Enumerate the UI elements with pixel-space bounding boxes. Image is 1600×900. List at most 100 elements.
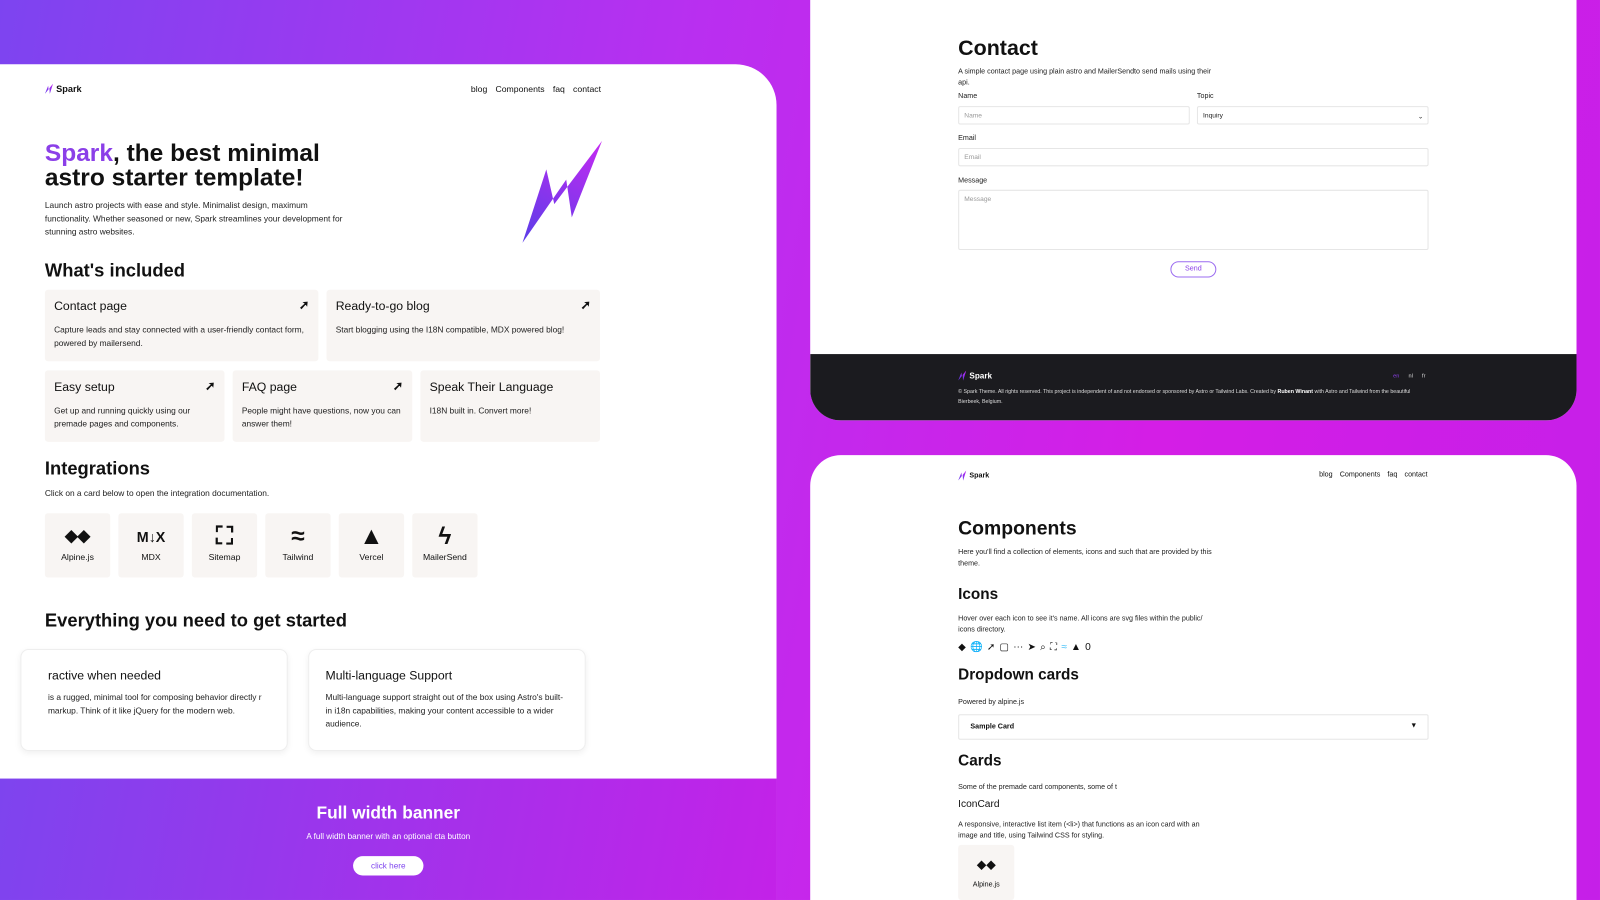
sitemap-icon: ⛶ xyxy=(215,522,234,550)
search-icon[interactable]: ⌕ xyxy=(1040,641,1046,654)
arrow-up-right-icon: ➚ xyxy=(392,378,404,393)
carousel-card-multilanguage[interactable]: Multi-language Support Multi-language sup… xyxy=(308,648,586,752)
email-input[interactable]: Email xyxy=(958,147,1429,167)
nav-blog[interactable]: blog xyxy=(470,83,488,94)
iconcard-alpine[interactable]: ◆◆ Alpine.js xyxy=(958,844,1015,900)
cards-text: Some of the premade card components, som… xyxy=(958,783,1117,791)
top-nav: blog Components faq contact xyxy=(1319,471,1427,478)
name-label: Name xyxy=(958,92,978,100)
dropdown-heading: Dropdown cards xyxy=(958,666,1079,684)
included-heading: What's included xyxy=(44,260,185,281)
document-icon[interactable]: ▢ xyxy=(999,641,1010,654)
iconcard-label: Alpine.js xyxy=(972,881,1000,889)
sitemap-icon[interactable]: ⛶ xyxy=(1049,641,1058,654)
components-text: Here you'll find a collection of element… xyxy=(958,548,1212,568)
feature-card-blog[interactable]: Ready-to-go blog ➚ Start blogging using th… xyxy=(326,289,600,362)
integration-label: Vercel xyxy=(359,552,384,563)
author-link[interactable]: Ruben Winant xyxy=(1277,388,1314,395)
integration-sitemap[interactable]: ⛶ Sitemap xyxy=(191,513,258,578)
tailwind-icon[interactable]: ≈ xyxy=(1061,641,1067,654)
nav-blog[interactable]: blog xyxy=(1319,471,1333,479)
card-title: ractive when needed xyxy=(47,668,161,683)
hero-title-accent: Spark xyxy=(44,139,113,168)
logo[interactable]: Spark xyxy=(44,83,82,94)
banner-title: Full width banner xyxy=(316,803,461,823)
email-label: Email xyxy=(958,134,977,142)
hero-bolt-icon xyxy=(522,140,603,243)
card-title: FAQ page xyxy=(241,379,297,394)
dropdown-value: Sample Card xyxy=(970,723,1015,731)
vercel-icon[interactable]: ▲ xyxy=(1070,641,1082,654)
nav-contact[interactable]: contact xyxy=(573,83,602,94)
alpine-icon: ◆◆ xyxy=(976,857,996,872)
contact-title: Contact xyxy=(958,36,1038,61)
nav-components[interactable]: Components xyxy=(495,83,545,94)
cursor-icon[interactable]: ➤ xyxy=(1027,641,1037,654)
integration-vercel[interactable]: ▲ Vercel xyxy=(338,513,405,578)
components-page-panel: Spark blog Components faq contact Component… xyxy=(810,455,1577,900)
globe-icon[interactable]: 🌐 xyxy=(970,641,983,654)
feature-card-faq[interactable]: FAQ page ➚ People might have questions, no… xyxy=(232,370,413,442)
card-text: Get up and running quickly using our pre… xyxy=(54,406,191,429)
card-text: Start blogging using the I18N compatible… xyxy=(335,325,565,335)
hero-title: Spark, the best minimal astro starter te… xyxy=(44,139,351,191)
integration-label: Alpine.js xyxy=(61,552,94,563)
integration-mailersend[interactable]: ϟ MailerSend xyxy=(412,513,478,578)
topic-label: Topic xyxy=(1196,92,1214,100)
zero-icon[interactable]: 0 xyxy=(1085,641,1091,654)
footer: Spark © Spark Theme. All rights reserved… xyxy=(810,354,1577,421)
topic-select[interactable]: Inquiry ⌄ xyxy=(1196,106,1429,125)
lang-en[interactable]: en xyxy=(1393,373,1400,380)
footer-copyright: © Spark Theme. All rights reserved. This… xyxy=(958,387,1427,407)
dropdown-card[interactable]: Sample Card ▼ xyxy=(958,714,1429,740)
cards-heading: Cards xyxy=(958,752,1002,770)
banner-cta-button[interactable]: click here xyxy=(352,856,424,876)
feature-card-setup[interactable]: Easy setup ➚ Get up and running quickly us… xyxy=(44,370,225,442)
caret-down-icon: ▼ xyxy=(1410,722,1418,730)
card-text: People might have questions, now you can… xyxy=(241,406,401,429)
integration-tailwind[interactable]: ≈ Tailwind xyxy=(265,513,331,578)
lang-nl[interactable]: nl xyxy=(1408,373,1413,380)
hero-text: Launch astro projects with ease and styl… xyxy=(44,201,343,237)
send-button[interactable]: Send xyxy=(1170,261,1217,278)
feature-card-contact[interactable]: Contact page ➚ Capture leads and stay conn… xyxy=(44,289,319,362)
nav-faq[interactable]: faq xyxy=(552,83,565,94)
nav-faq[interactable]: faq xyxy=(1387,471,1398,479)
iconcard-heading: IconCard xyxy=(958,798,1000,811)
logo[interactable]: Spark xyxy=(958,470,989,481)
icons-heading: Icons xyxy=(958,585,999,604)
footer-logo[interactable]: Spark xyxy=(958,370,992,381)
message-textarea[interactable]: Message xyxy=(958,189,1429,250)
vercel-icon: ▲ xyxy=(359,522,384,550)
mdx-icon: M↓X xyxy=(136,528,166,545)
alpine-icon: ◆◆ xyxy=(64,527,91,545)
carousel-card-alpine[interactable]: ractive when needed is a rugged, minimal … xyxy=(20,648,288,752)
nav-components[interactable]: Components xyxy=(1339,471,1381,479)
nav-contact[interactable]: contact xyxy=(1404,471,1428,479)
copyright-end: with Astro and Tailwind from the beautif… xyxy=(958,388,1411,406)
arrow-icon[interactable]: ➚ xyxy=(986,641,996,654)
language-switcher: en nl fr xyxy=(1393,373,1425,379)
integrations-heading: Integrations xyxy=(44,458,151,479)
integration-label: Sitemap xyxy=(208,552,241,563)
integration-mdx[interactable]: M↓X MDX xyxy=(118,513,184,578)
contact-text: A simple contact page using plain astro … xyxy=(958,68,1212,87)
arrow-up-right-icon: ➚ xyxy=(298,297,310,313)
integration-alpine[interactable]: ◆◆ Alpine.js xyxy=(44,513,111,578)
tailwind-icon: ≈ xyxy=(291,522,305,550)
card-text: Multi-language support straight out of t… xyxy=(325,692,564,729)
dots-icon[interactable]: ⋯ xyxy=(1013,641,1024,654)
card-text: I18N built in. Convert more! xyxy=(429,406,532,416)
arrow-up-right-icon: ➚ xyxy=(580,297,591,313)
icons-text: Hover over each icon to see it's name. A… xyxy=(958,615,1203,634)
dropdown-text: Powered by alpine.js xyxy=(958,698,1025,707)
bolt-icon xyxy=(958,370,967,381)
name-input[interactable]: Name xyxy=(958,106,1190,125)
lang-fr[interactable]: fr xyxy=(1422,373,1426,380)
card-text: is a rugged, minimal tool for composing … xyxy=(47,692,262,716)
icon-row: ◆ 🌐 ➚ ▢ ⋯ ➤ ⌕ ⛶ ≈ ▲ 0 xyxy=(958,642,1091,653)
card-title: Easy setup xyxy=(54,379,115,394)
alpine-icon[interactable]: ◆ xyxy=(958,641,967,654)
integration-label: MDX xyxy=(141,552,161,563)
mailersend-icon: ϟ xyxy=(438,522,452,550)
